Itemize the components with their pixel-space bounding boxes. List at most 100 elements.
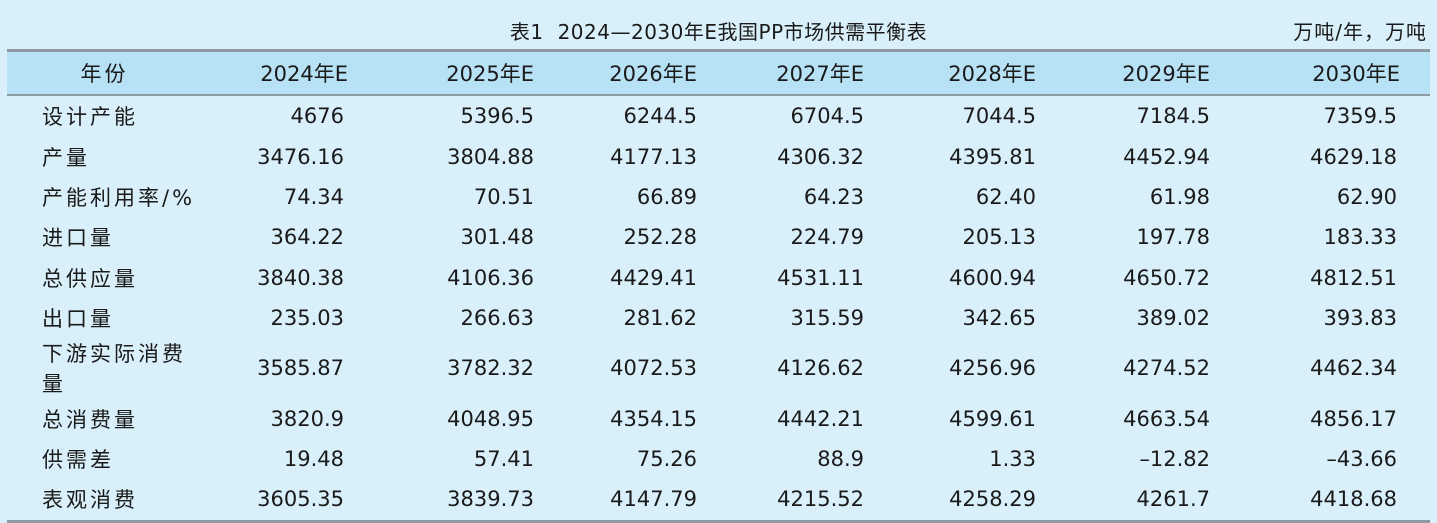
table-cell: 205.13 <box>962 225 1036 250</box>
table-row: 产量 3476.16 3804.88 4177.13 4306.32 4395.81 445… <box>7 136 1430 176</box>
table-cell: 4126.62 <box>777 356 864 381</box>
header-2029: 2029年E <box>1036 49 1210 96</box>
table-cell: 57.41 <box>473 446 534 471</box>
table-row: 下游实际消费量 3585.87 3782.32 4072.53 4126.62 4256.… <box>7 338 1430 398</box>
table-cell: 4812.51 <box>1310 265 1397 290</box>
table-cell: 4600.94 <box>949 265 1036 290</box>
table-row: 出口量 235.03 266.63 281.62 315.59 342.65 389.02 3… <box>7 298 1430 338</box>
table-cell: 4147.79 <box>534 479 697 523</box>
table-row: 产能利用率/% 74.34 70.51 66.89 64.23 62.40 61.98 62.… <box>7 177 1430 217</box>
table-cell: 3476.16 <box>257 144 344 169</box>
table-cell: 66.89 <box>636 184 697 209</box>
table-number: 表1 <box>509 20 544 44</box>
table-cell: 70.51 <box>473 184 534 209</box>
table-body: 设计产能 4676 5396.5 6244.5 6704.5 7044.5 7184.5 73… <box>7 95 1430 523</box>
table-cell: 4856.17 <box>1310 406 1397 431</box>
table-cell: 4177.13 <box>610 144 697 169</box>
table-cell: 4462.34 <box>1310 356 1397 381</box>
table-header: 年份 2024年E 2025年E 2026年E 2027年E 2028年E 20… <box>7 49 1430 96</box>
header-2024: 2024年E <box>202 49 348 96</box>
table-cell: 7359.5 <box>1323 104 1397 129</box>
row-label: 表观消费 <box>7 479 202 523</box>
header-year: 年份 <box>7 49 202 96</box>
table-cell: 3605.35 <box>202 479 348 523</box>
table-row: 设计产能 4676 5396.5 6244.5 6704.5 7044.5 7184.5 73… <box>7 95 1430 136</box>
supply-demand-table: 年份 2024年E 2025年E 2026年E 2027年E 2028年E 20… <box>7 49 1430 523</box>
table-cell: 4306.32 <box>777 144 864 169</box>
table-cell: 4256.96 <box>949 356 1036 381</box>
table-cell: 183.33 <box>1323 225 1397 250</box>
table-cell: 197.78 <box>1136 225 1210 250</box>
table-cell: 4663.54 <box>1123 406 1210 431</box>
table-cell: 4442.21 <box>777 406 864 431</box>
table-cell: 3820.9 <box>270 406 344 431</box>
table-row: 总消费量 3820.9 4048.95 4354.15 4442.21 4599.61 46… <box>7 398 1430 438</box>
table-row: 进口量 364.22 301.48 252.28 224.79 205.13 197.78 1… <box>7 217 1430 257</box>
header-2030: 2030年E <box>1210 49 1430 96</box>
table-cell: 3782.32 <box>447 356 534 381</box>
table-cell: 4676 <box>290 104 344 129</box>
table-cell: 252.28 <box>623 225 697 250</box>
row-label: 总消费量 <box>42 407 138 432</box>
unit-label: 万吨/年，万吨 <box>1293 20 1427 44</box>
table-cell: 64.23 <box>803 184 864 209</box>
table-cell: 3804.88 <box>447 144 534 169</box>
table-cell: 4452.94 <box>1123 144 1210 169</box>
table-cell: 342.65 <box>962 306 1036 331</box>
table-cell: 4215.52 <box>697 479 864 523</box>
table-cell: 4650.72 <box>1123 265 1210 290</box>
table-row: 表观消费 3605.35 3839.73 4147.79 4215.52 4258.29 4… <box>7 479 1430 523</box>
table-cell: 4531.11 <box>777 265 864 290</box>
table-cell: 4072.53 <box>610 356 697 381</box>
table-cell: –12.82 <box>1139 446 1210 471</box>
table-cell: 364.22 <box>270 225 344 250</box>
table-cell: 3585.87 <box>257 356 344 381</box>
row-label: 进口量 <box>42 226 114 251</box>
table-cell: 3840.38 <box>257 265 344 290</box>
header-2025: 2025年E <box>348 49 534 96</box>
table-cell: 4261.7 <box>1036 479 1210 523</box>
table-cell: 7184.5 <box>1136 104 1210 129</box>
table-cell: 88.9 <box>817 446 864 471</box>
table-row: 供需差 19.48 57.41 75.26 88.9 1.33 –12.82 –43.66 <box>7 439 1430 479</box>
row-label: 下游实际消费量 <box>42 342 186 397</box>
row-label: 产能利用率/% <box>42 185 196 210</box>
table-cell: 4599.61 <box>949 406 1036 431</box>
header-row: 年份 2024年E 2025年E 2026年E 2027年E 2028年E 20… <box>7 49 1430 96</box>
table-cell: 1.33 <box>989 446 1036 471</box>
table-cell: 74.34 <box>283 184 344 209</box>
table-cell: 266.63 <box>460 306 534 331</box>
table-cell: 75.26 <box>636 446 697 471</box>
table-cell: 4106.36 <box>447 265 534 290</box>
header-2027: 2027年E <box>697 49 864 96</box>
table-cell: 301.48 <box>460 225 534 250</box>
row-label: 设计产能 <box>42 105 138 130</box>
table-caption: 表1 2024—2030年E我国PP市场供需平衡表 <box>0 16 1437 45</box>
table-cell: 4395.81 <box>949 144 1036 169</box>
row-label: 总供应量 <box>42 266 138 291</box>
table-cell: 3839.73 <box>348 479 534 523</box>
table-cell: 61.98 <box>1149 184 1210 209</box>
table-cell: 393.83 <box>1323 306 1397 331</box>
table-cell: 62.40 <box>975 184 1036 209</box>
table-cell: 281.62 <box>623 306 697 331</box>
row-label: 供需差 <box>42 447 114 472</box>
table-cell: 4274.52 <box>1123 356 1210 381</box>
table-cell: –43.66 <box>1326 446 1397 471</box>
table-cell: 4629.18 <box>1310 144 1397 169</box>
table-cell: 389.02 <box>1136 306 1210 331</box>
table-cell: 62.90 <box>1336 184 1397 209</box>
table-cell: 7044.5 <box>962 104 1036 129</box>
table-cell: 4258.29 <box>864 479 1036 523</box>
table-cell: 19.48 <box>283 446 344 471</box>
table-cell: 4048.95 <box>447 406 534 431</box>
table-cell: 6244.5 <box>623 104 697 129</box>
table-cell: 4354.15 <box>610 406 697 431</box>
row-label: 产量 <box>42 145 90 170</box>
header-2026: 2026年E <box>534 49 697 96</box>
table-cell: 315.59 <box>790 306 864 331</box>
table-cell: 235.03 <box>270 306 344 331</box>
header-2028: 2028年E <box>864 49 1036 96</box>
table-cell: 4418.68 <box>1210 479 1430 523</box>
row-label: 出口量 <box>42 307 114 332</box>
